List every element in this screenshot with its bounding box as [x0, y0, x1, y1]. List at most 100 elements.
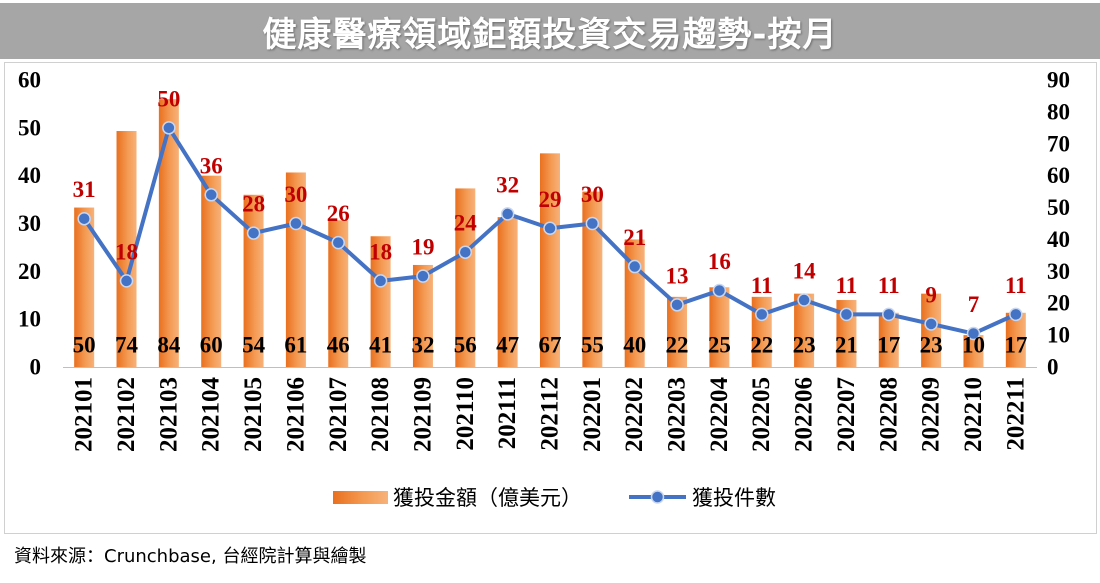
x-axis-tick-label: 202210: [960, 377, 987, 452]
line-value-label: 36: [200, 153, 223, 178]
line-value-labels: 31 18 50 36 28 30 26 18 19 24 32 29 30 21 13 16 11 14 11 11…: [73, 86, 1027, 317]
legend: 獲投金額（億美元） 獲投件數: [333, 486, 776, 510]
line-value-label: 18: [369, 239, 392, 264]
line-value-label: 16: [708, 249, 731, 274]
bar-value-label: 84: [157, 333, 181, 358]
line-marker-202101: [77, 211, 91, 226]
left-axis-tick-label: 50: [18, 115, 41, 140]
left-axis-tick-label: 30: [18, 211, 41, 236]
right-axis-tick-label: 60: [1047, 163, 1070, 188]
legend-label-amount: 獲投金額（億美元）: [393, 486, 582, 510]
right-axis-tick-label: 70: [1047, 131, 1070, 156]
x-axis-tick-label: 202106: [282, 377, 309, 452]
x-axis-tick-label: 202203: [664, 377, 691, 452]
line-value-label: 29: [539, 187, 562, 212]
line-value-label: 13: [666, 263, 689, 288]
x-axis-tick-label: 202101: [71, 377, 98, 452]
line-marker-202109: [416, 269, 430, 283]
line-marker-202110: [458, 245, 473, 259]
x-axis-tick-label: 202211: [1002, 377, 1029, 451]
bar-value-label: 10: [962, 333, 985, 358]
line-marker-202209: [924, 317, 938, 331]
x-axis-tick-label: 202207: [833, 377, 860, 452]
bar-202103: [158, 99, 179, 367]
bar-202203: [667, 296, 688, 367]
right-axis-ticks: 0 10 20 30 40 50 60 70 80 90: [1047, 68, 1070, 380]
bar-value-label: 17: [1004, 333, 1027, 358]
bar-202211: [1005, 312, 1026, 367]
right-axis-tick-label: 40: [1047, 227, 1070, 252]
legend-bar-swatch: [333, 491, 388, 504]
line-value-label: 7: [968, 292, 980, 317]
bar-series: [74, 99, 1026, 367]
line-value-label: 26: [327, 201, 350, 226]
x-axis-tick-label: 202103: [155, 377, 182, 452]
line-marker-202107: [331, 235, 346, 250]
bar-202204: [709, 287, 730, 367]
bar-202109: [412, 264, 433, 367]
line-marker-202206: [797, 293, 811, 307]
bar-value-label: 61: [284, 333, 307, 358]
line-value-label: 11: [751, 273, 773, 298]
legend-label-count: 獲投件數: [692, 486, 776, 510]
line-value-label: 11: [836, 273, 858, 298]
x-axis-tick-label: 202108: [367, 377, 394, 452]
bar-value-label: 22: [666, 333, 689, 358]
bar-202102: [116, 131, 137, 367]
x-axis-tick-label: 202204: [706, 377, 733, 453]
bar-value-label: 40: [623, 333, 646, 358]
x-axis-tick-label: 202205: [748, 377, 775, 452]
bar-202110: [455, 188, 476, 367]
line-value-label: 50: [157, 86, 180, 111]
bar-value-label: 50: [73, 333, 96, 358]
bar-202105: [243, 194, 264, 367]
bar-value-label: 25: [708, 333, 731, 358]
bar-value-label: 17: [877, 333, 900, 358]
x-axis-tick-label: 202112: [537, 377, 564, 451]
line-value-label: 9: [925, 282, 937, 307]
x-axis-tick-label: 202206: [791, 377, 818, 452]
x-axis-tick-label: 202201: [579, 377, 606, 452]
left-axis-ticks: 0 10 20 30 40 50 60: [18, 68, 41, 380]
line-marker-202104: [204, 188, 218, 202]
line-marker-202204: [712, 283, 727, 298]
line-marker-202105: [246, 226, 261, 240]
bar-202107: [328, 220, 349, 367]
legend-item-amount: 獲投金額（億美元）: [333, 486, 582, 510]
bar-value-label: 23: [920, 333, 943, 358]
line-marker-202112: [543, 221, 557, 236]
x-axis-tick-label: 202202: [621, 377, 648, 452]
bar-value-label: 47: [496, 333, 519, 358]
title-banner: 健康醫療領域鉅額投資交易趨勢-按月: [0, 3, 1100, 59]
bar-202104: [201, 175, 222, 367]
line-value-label: 18: [115, 239, 138, 264]
x-axis-tick-label: 202109: [409, 377, 436, 452]
chart-title: 健康醫療領域鉅額投資交易趨勢-按月: [262, 14, 838, 55]
right-axis-tick-label: 90: [1047, 68, 1070, 93]
chart-frame: [4, 62, 1097, 534]
bar-202206: [794, 293, 815, 367]
line-value-label: 21: [623, 225, 646, 250]
source-note: 資料來源：Crunchbase, 台經院計算與繪製: [14, 546, 367, 567]
line-marker-202207: [839, 307, 854, 322]
legend-item-count: 獲投件數: [629, 486, 776, 510]
bar-202111: [497, 217, 518, 367]
left-axis-tick-label: 10: [18, 307, 41, 332]
bar-value-label: 41: [369, 333, 392, 358]
line-value-label: 31: [73, 177, 96, 202]
line-marker-202108: [373, 274, 388, 288]
line-series: [77, 121, 1023, 341]
bar-202208: [878, 312, 899, 367]
x-axis-tick-label: 202110: [452, 377, 479, 451]
line-value-label: 14: [793, 259, 817, 284]
legend-marker-swatch: [650, 490, 665, 504]
x-axis-tick-label: 202102: [113, 377, 140, 452]
x-axis-tick-label: 202111: [494, 377, 521, 449]
line-marker-202211: [1009, 307, 1023, 322]
x-axis-tick-label: 202107: [325, 377, 352, 452]
line-marker-202203: [670, 298, 684, 312]
left-axis-tick-label: 40: [18, 163, 41, 188]
bar-value-labels: 50 74 84 60 54 61 46 41 32 56 47 67 55 40 22 25 22 23 21 17…: [73, 333, 1028, 358]
line-marker-202210: [966, 326, 981, 341]
